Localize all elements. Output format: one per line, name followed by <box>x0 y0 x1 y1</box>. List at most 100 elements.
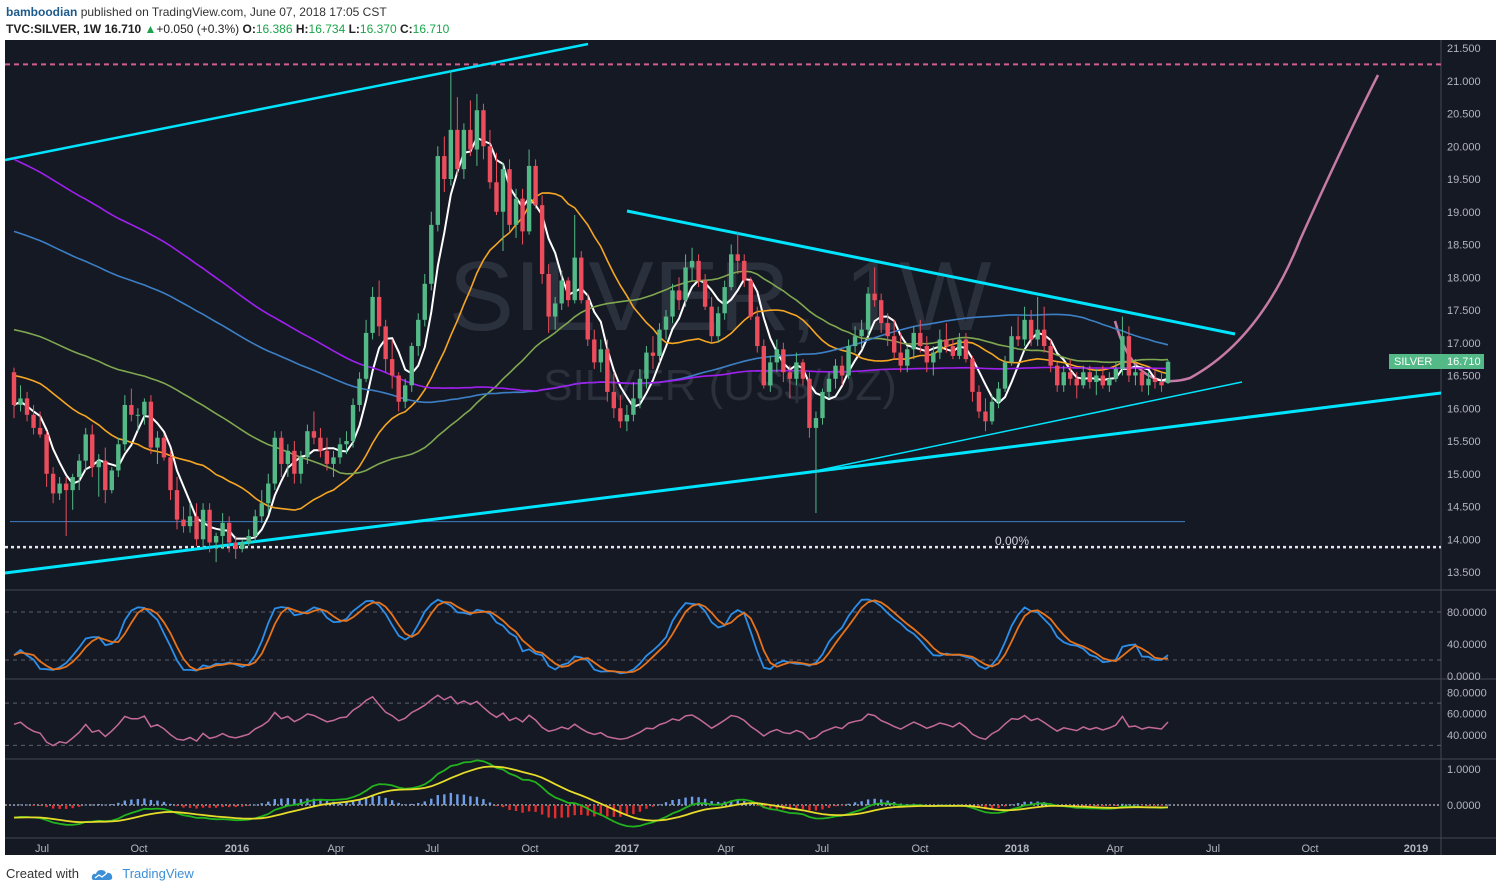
macd-histogram-bar <box>879 799 883 805</box>
candle-body <box>18 398 23 405</box>
candle-body <box>1120 336 1125 369</box>
candle-body <box>878 300 884 324</box>
candle-body <box>187 516 193 527</box>
time-tick-label: Apr <box>327 843 344 855</box>
macd-histogram-bar <box>697 797 700 805</box>
candle-body <box>455 129 460 170</box>
candlesticks <box>11 70 1171 563</box>
macd-histogram-bar <box>227 805 231 808</box>
macd-histogram-bar <box>1010 804 1013 806</box>
time-tick-label: Apr <box>717 843 734 855</box>
candle-body <box>937 339 943 353</box>
candle-body <box>1028 319 1034 340</box>
price-tick-label: 13.500 <box>1447 567 1481 579</box>
candle-body <box>833 365 838 379</box>
price-axis-background <box>1441 40 1496 855</box>
candle-body <box>826 378 832 392</box>
author-name[interactable]: bamboodian <box>6 5 78 19</box>
macd-histogram-bar <box>195 805 198 809</box>
macd-histogram-bar <box>462 794 466 805</box>
rsi-line <box>13 694 1169 747</box>
candle-body <box>1061 372 1066 386</box>
ma-5-line <box>13 136 1169 540</box>
tradingview-brand-link[interactable]: TradingView <box>122 866 194 881</box>
macd-histogram-bar <box>514 805 518 811</box>
candle-body <box>1041 329 1047 347</box>
price-tick-label: 16.500 <box>1447 371 1481 383</box>
macd-histogram-bar <box>736 800 739 805</box>
macd-histogram-bar <box>104 804 107 806</box>
macd-histogram-bar <box>117 802 120 805</box>
candle-body <box>611 391 617 409</box>
macd-histogram-bar <box>351 801 355 805</box>
candle-body <box>1113 368 1119 379</box>
candle-body <box>944 339 949 347</box>
time-tick-label: 2018 <box>1005 843 1029 855</box>
candle-body <box>1094 375 1099 383</box>
candle-body <box>442 156 447 179</box>
macd-histogram-bar <box>71 805 74 809</box>
candle-body <box>233 542 238 550</box>
candle-body <box>957 339 962 356</box>
subtitle-watermark: SILVER (US$/OZ) <box>543 361 897 410</box>
macd-histogram-bar <box>1140 805 1144 806</box>
candle-body <box>709 306 714 337</box>
candle-body <box>918 332 923 347</box>
candle-body <box>435 156 440 225</box>
macd-histogram-bar <box>703 798 707 805</box>
stoch-tick-label: 0.0000 <box>1447 671 1481 683</box>
macd-histogram-bar <box>175 805 179 807</box>
candle-body <box>77 460 82 478</box>
moving-averages <box>13 136 1169 540</box>
macd-histogram-bar <box>508 805 511 811</box>
candle-body <box>44 434 49 474</box>
candle-body <box>820 391 825 419</box>
macd-histogram-bar <box>51 805 55 809</box>
candle-body <box>813 418 819 428</box>
macd-histogram-bar <box>136 799 140 805</box>
symbol-label: TVC:SILVER, 1W <box>6 22 102 36</box>
candle-body <box>1139 372 1145 386</box>
ma-20-line <box>13 192 1169 511</box>
macd-histogram-bar <box>827 805 831 808</box>
macd-histogram-bar <box>377 795 381 805</box>
candle-body <box>618 408 623 422</box>
macd-histogram-bar <box>984 805 987 810</box>
candle-body <box>109 470 114 491</box>
high-value: 16.734 <box>308 22 346 36</box>
macd-histogram-bar <box>606 805 609 817</box>
candle-body <box>31 414 36 428</box>
candle-body <box>272 437 277 484</box>
macd-histogram-bar <box>338 802 342 805</box>
fib-label: 0.00% <box>995 534 1029 548</box>
candle-body <box>1055 365 1060 386</box>
macd-histogram-bar <box>299 799 303 805</box>
candle-body <box>552 303 558 317</box>
candle-body <box>859 329 864 337</box>
candle-body <box>572 257 577 301</box>
candle-body <box>37 427 43 435</box>
ma-200-line <box>13 158 1168 393</box>
macd-histogram-bar <box>619 805 622 817</box>
price-tick-label: 21.000 <box>1447 76 1481 88</box>
macd-histogram-bar <box>64 805 68 809</box>
macd-histogram-bar <box>769 805 772 810</box>
macd-histogram-bar <box>436 795 439 805</box>
macd-histogram-bar <box>1127 804 1131 806</box>
candle-body <box>533 165 538 206</box>
candle-body <box>761 346 766 386</box>
price-tick-label: 16.000 <box>1447 403 1481 415</box>
macd-histogram-bar <box>599 805 602 816</box>
time-tick-label: 2019 <box>1404 843 1428 855</box>
macd-histogram-bar <box>853 802 857 805</box>
candle-body <box>513 198 519 225</box>
candle-body <box>663 316 669 330</box>
price-change: +0.050 (+0.3%) <box>156 22 240 36</box>
time-tick-label: 2016 <box>225 843 249 855</box>
stoch-tick-label: 40.0000 <box>1447 639 1487 651</box>
macd-histogram-bar <box>847 803 850 805</box>
candle-body <box>240 542 245 550</box>
macd-histogram-bar <box>45 805 48 808</box>
price-tick-label: 14.000 <box>1447 534 1481 546</box>
